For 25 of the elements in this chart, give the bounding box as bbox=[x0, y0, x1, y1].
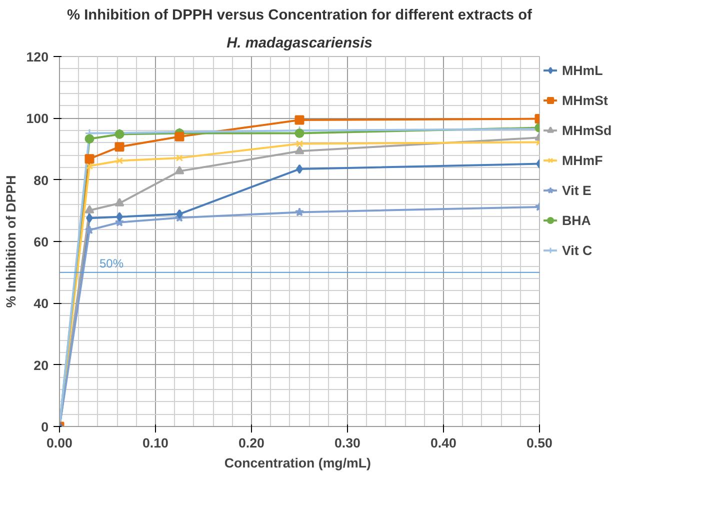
legend-label: MHmF bbox=[562, 152, 603, 168]
y-axis-title: % Inhibition of DPPH bbox=[3, 175, 18, 308]
ref-line-label: 50% bbox=[100, 256, 124, 270]
y-tick-label: 100 bbox=[26, 111, 49, 126]
x-tick-label: 0.40 bbox=[430, 436, 456, 450]
legend-label: Vit C bbox=[562, 242, 592, 258]
legend-label: BHA bbox=[562, 212, 591, 228]
chart-title: % Inhibition of DPPH versus Concentration for different extracts of bbox=[67, 8, 532, 24]
y-tick-label: 120 bbox=[26, 50, 49, 64]
x-tick-label: 0.50 bbox=[526, 436, 552, 450]
y-tick-label: 0 bbox=[41, 420, 49, 434]
legend-label: Vit E bbox=[562, 182, 592, 198]
y-tick-label: 60 bbox=[34, 234, 49, 250]
x-tick-label: 0.10 bbox=[142, 436, 168, 450]
y-tick-label: 80 bbox=[34, 172, 49, 188]
x-axis-title: Concentration (mg/mL) bbox=[224, 456, 371, 470]
x-tick-label: 0.30 bbox=[334, 436, 360, 450]
x-tick-label: 0.20 bbox=[238, 436, 264, 450]
y-tick-label: 40 bbox=[34, 296, 49, 312]
y-tick-label: 20 bbox=[34, 358, 49, 373]
legend-label: MHmSd bbox=[562, 122, 612, 138]
chart-subtitle: H. madagascariensis bbox=[226, 36, 372, 52]
x-tick-label: 0.00 bbox=[46, 436, 72, 450]
legend-label: MHmSt bbox=[562, 92, 608, 108]
legend-label: MHmL bbox=[562, 62, 603, 78]
